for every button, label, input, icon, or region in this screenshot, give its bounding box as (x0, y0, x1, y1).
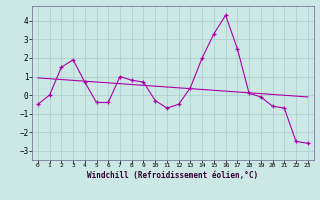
X-axis label: Windchill (Refroidissement éolien,°C): Windchill (Refroidissement éolien,°C) (87, 171, 258, 180)
